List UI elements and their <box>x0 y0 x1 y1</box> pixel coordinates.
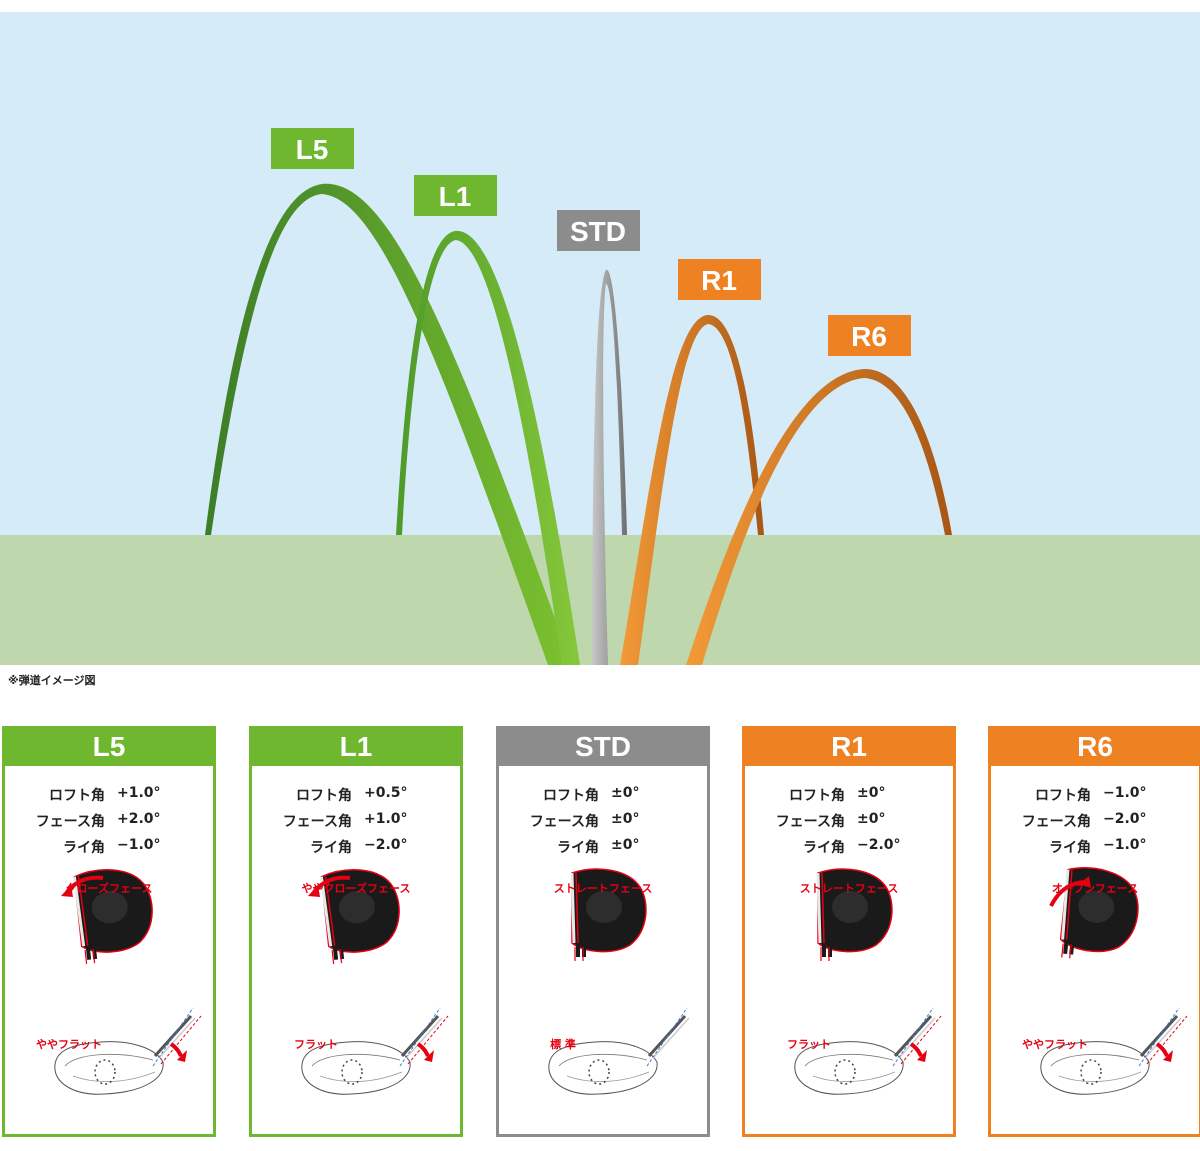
spec-label: フェース角 <box>35 814 105 830</box>
spec-value: −1.0° <box>117 837 161 853</box>
spec-label: ロフト角 <box>49 788 105 804</box>
card-title: R1 <box>742 726 956 766</box>
label-r1: R1 <box>678 259 761 300</box>
lie-type-label: ややフラット <box>1022 1038 1088 1051</box>
club-illustration <box>54 869 202 1095</box>
spec-value: +0.5° <box>364 785 408 801</box>
lie-type-label: フラット <box>294 1038 338 1051</box>
spec-label: ロフト角 <box>543 788 599 804</box>
spec-label: ロフト角 <box>1035 788 1091 804</box>
svg-text:STD: STD <box>570 216 626 247</box>
card-body: ロフト角 +0.5° フェース角 +1.0° ライ角 −2.0° ややクローズフェースフラッ… <box>252 766 460 1134</box>
trajectory-l5 <box>205 183 572 665</box>
svg-text:L1: L1 <box>439 181 472 212</box>
club-illustration <box>794 868 942 1095</box>
setting-card-std: STD ロフト角 ±0° フェース角 ±0° ライ角 ±0° ストレートフェース標 準 <box>496 726 710 1137</box>
spec-value: +2.0° <box>117 811 161 827</box>
spec-label: ライ角 <box>803 840 845 856</box>
label-r6: R6 <box>828 315 911 356</box>
setting-card-r6: R6 ロフト角 −1.0° フェース角 −2.0° ライ角 −1.0° オープンフェースややフ… <box>988 726 1200 1137</box>
face-type-label: ストレートフェース <box>799 882 899 895</box>
spec-label: ライ角 <box>310 840 352 856</box>
lie-type-label: ややフラット <box>36 1038 102 1051</box>
face-type-label: オープンフェース <box>1051 882 1139 895</box>
club-illustration <box>1040 867 1188 1095</box>
svg-text:L5: L5 <box>296 134 329 165</box>
spec-label: ライ角 <box>63 840 105 856</box>
club-head-face-icon <box>570 868 647 961</box>
club-illustration <box>548 868 690 1095</box>
face-type-label: ストレートフェース <box>553 882 653 895</box>
card-body: ロフト角 −1.0° フェース角 −2.0° ライ角 −1.0° オープンフェースややフラッ… <box>991 766 1199 1134</box>
spec-value: −2.0° <box>364 837 408 853</box>
label-l1: L1 <box>414 175 497 216</box>
setting-card-l5: L5 ロフト角 +1.0° フェース角 +2.0° ライ角 −1.0° クローズフェースややフ… <box>2 726 216 1137</box>
label-l5: L5 <box>271 128 354 169</box>
club-head-face-icon <box>308 869 400 965</box>
card-body: ロフト角 ±0° フェース角 ±0° ライ角 −2.0° ストレートフェースフラット <box>745 766 953 1134</box>
card-title: R6 <box>988 726 1200 766</box>
club-illustration <box>301 869 449 1095</box>
label-std: STD <box>557 210 640 251</box>
lie-angle-icon <box>54 1007 202 1095</box>
spec-value: ±0° <box>611 785 640 801</box>
card-body: ロフト角 +1.0° フェース角 +2.0° ライ角 −1.0° クローズフェースややフラッ… <box>5 766 213 1134</box>
spec-label: ロフト角 <box>789 788 845 804</box>
face-type-label: ややクローズフェース <box>301 882 411 895</box>
face-type-label: クローズフェース <box>65 882 153 895</box>
spec-value: −2.0° <box>857 837 901 853</box>
spec-value: ±0° <box>611 837 640 853</box>
spec-label: ライ角 <box>557 840 599 856</box>
trajectory-l1 <box>396 230 580 665</box>
trajectory-std <box>592 269 627 665</box>
spec-label: ライ角 <box>1049 840 1091 856</box>
spec-value: +1.0° <box>117 785 161 801</box>
setting-card-r1: R1 ロフト角 ±0° フェース角 ±0° ライ角 −2.0° ストレートフェースフラット <box>742 726 956 1137</box>
spec-label: フェース角 <box>1021 814 1091 830</box>
spec-value: +1.0° <box>364 811 408 827</box>
spec-value: ±0° <box>857 785 886 801</box>
spec-value: ±0° <box>857 811 886 827</box>
svg-text:R1: R1 <box>701 265 737 296</box>
card-title: L5 <box>2 726 216 766</box>
card-title: STD <box>496 726 710 766</box>
spec-value: −1.0° <box>1103 785 1147 801</box>
lie-type-label: フラット <box>787 1038 831 1051</box>
setting-card-l1: L1 ロフト角 +0.5° フェース角 +1.0° ライ角 −2.0° ややクローズフェースフ… <box>249 726 463 1137</box>
club-head-face-icon <box>61 869 153 965</box>
spec-label: フェース角 <box>282 814 352 830</box>
lie-angle-icon <box>1040 1007 1188 1095</box>
card-body: ロフト角 ±0° フェース角 ±0° ライ角 ±0° ストレートフェース標 準 <box>499 766 707 1134</box>
spec-value: −1.0° <box>1103 837 1147 853</box>
lie-type-label: 標 準 <box>550 1038 576 1051</box>
club-head-face-icon <box>816 868 893 961</box>
spec-label: ロフト角 <box>296 788 352 804</box>
trajectory-r1 <box>620 314 764 665</box>
spec-label: フェース角 <box>775 814 845 830</box>
spec-label: フェース角 <box>529 814 599 830</box>
card-title: L1 <box>249 726 463 766</box>
svg-text:R6: R6 <box>851 321 887 352</box>
trajectory-scene: L5 L1 STD R1 R6 <box>0 12 1200 665</box>
footnote: ※弾道イメージ図 <box>8 674 96 687</box>
club-head-face-icon <box>1049 867 1139 959</box>
spec-value: ±0° <box>611 811 640 827</box>
spec-value: −2.0° <box>1103 811 1147 827</box>
